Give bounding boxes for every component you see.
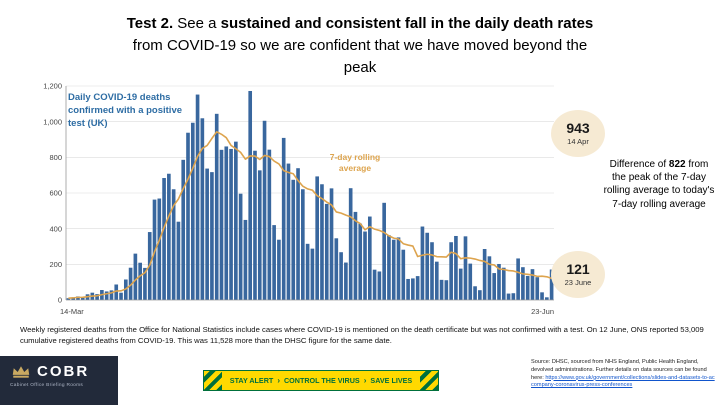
source-note: Source: DHSC, sourced from NHS England, … bbox=[531, 359, 715, 390]
banner-stripe-right-icon bbox=[420, 371, 438, 390]
svg-text:200: 200 bbox=[49, 260, 62, 269]
difference-prefix: Difference of bbox=[609, 159, 667, 170]
deaths-bar-chart: 0 200 400 600 800 1,000 1,200 14-Mar 23-Jun bbox=[43, 82, 554, 316]
cobr-wordmark: COBR bbox=[37, 363, 90, 380]
difference-note: Difference of 822 from the peak of the 7… bbox=[602, 158, 716, 211]
difference-suffix: from the peak of the 7-day rolling avera… bbox=[603, 159, 715, 210]
svg-text:1,200: 1,200 bbox=[43, 82, 62, 91]
ons-footnote: Weekly registered deaths from the Office… bbox=[20, 325, 704, 345]
page-title: Test 2. See a sustained and consistent f… bbox=[126, 15, 594, 76]
banner-text: STAY ALERT › CONTROL THE VIRUS › SAVE LIVES bbox=[229, 376, 413, 385]
source-link[interactable]: https://www.gov.uk/government/collection… bbox=[531, 374, 715, 389]
svg-text:800: 800 bbox=[49, 153, 62, 162]
difference-value: 822 bbox=[668, 159, 686, 170]
svg-text:14-Mar: 14-Mar bbox=[60, 307, 84, 316]
svg-text:400: 400 bbox=[49, 224, 62, 233]
source-text: Source: DHSC, sourced from NHS England, … bbox=[531, 359, 707, 381]
chart-title: Daily COVID-19 deaths confirmed with a p… bbox=[68, 92, 183, 129]
latest-annotation: 121 23 June bbox=[551, 251, 605, 298]
rolling-average-label: 7-day rolling average bbox=[329, 152, 381, 173]
crown-icon bbox=[10, 365, 32, 379]
peak-annotation: 943 14 Apr bbox=[551, 110, 605, 157]
deaths-chart: 0 200 400 600 800 1,000 1,200 14-Mar 23-Jun Dail… bbox=[28, 78, 558, 318]
svg-text:23-Jun: 23-Jun bbox=[531, 307, 554, 316]
stay-alert-banner: STAY ALERT › CONTROL THE VIRUS › SAVE LIVES bbox=[203, 370, 439, 391]
svg-text:600: 600 bbox=[49, 189, 62, 198]
latest-date: 23 June bbox=[564, 277, 592, 287]
peak-value: 943 bbox=[566, 120, 590, 137]
cobr-subtitle: Cabinet Office Briefing Rooms bbox=[10, 383, 84, 388]
svg-text:0: 0 bbox=[58, 296, 62, 305]
banner-stripe-left-icon bbox=[204, 371, 222, 390]
svg-text:1,000: 1,000 bbox=[43, 117, 62, 126]
latest-value: 121 bbox=[566, 261, 590, 278]
cobr-logo: COBR Cabinet Office Briefing Rooms bbox=[0, 356, 118, 405]
peak-date: 14 Apr bbox=[567, 136, 589, 146]
